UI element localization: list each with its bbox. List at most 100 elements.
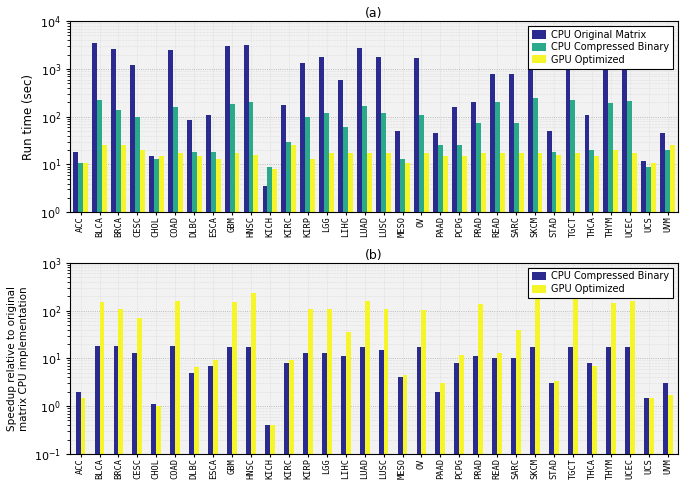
Bar	[433, 133, 438, 486]
Bar	[319, 57, 324, 486]
Y-axis label: Run time (sec): Run time (sec)	[22, 74, 35, 160]
Bar	[211, 152, 216, 486]
Bar	[454, 363, 460, 486]
Bar	[132, 353, 138, 486]
Bar	[566, 48, 571, 486]
Bar	[270, 425, 275, 486]
Bar	[251, 293, 256, 486]
Bar	[249, 103, 253, 486]
Bar	[509, 73, 514, 486]
Bar	[324, 113, 329, 486]
Bar	[452, 107, 457, 486]
Bar	[289, 361, 294, 486]
Bar	[527, 43, 533, 486]
Bar	[641, 161, 646, 486]
Bar	[194, 367, 199, 486]
Bar	[102, 145, 107, 486]
Bar	[438, 145, 443, 486]
Bar	[556, 155, 562, 486]
Bar	[589, 150, 595, 486]
Bar	[156, 406, 161, 486]
Bar	[213, 361, 218, 486]
Bar	[119, 309, 123, 486]
Bar	[340, 356, 346, 486]
Bar	[364, 301, 369, 486]
Bar	[310, 159, 315, 486]
Bar	[329, 154, 334, 486]
Bar	[476, 122, 481, 486]
Bar	[481, 154, 486, 486]
Bar	[286, 142, 291, 486]
Bar	[632, 154, 637, 486]
Bar	[246, 347, 251, 486]
Bar	[358, 48, 362, 486]
Bar	[471, 103, 476, 486]
Bar	[208, 365, 213, 486]
Bar	[478, 304, 483, 486]
Bar	[346, 332, 351, 486]
Bar	[400, 159, 405, 486]
Bar	[573, 292, 578, 486]
Bar	[301, 64, 306, 486]
Bar	[395, 131, 400, 486]
Bar	[516, 330, 521, 486]
Bar	[121, 145, 126, 486]
Bar	[227, 347, 232, 486]
Bar	[322, 353, 327, 486]
Bar	[338, 80, 343, 486]
Bar	[154, 159, 159, 486]
Bar	[460, 354, 464, 486]
Bar	[533, 98, 538, 486]
Bar	[405, 162, 410, 486]
Bar	[244, 45, 249, 486]
Bar	[116, 110, 121, 486]
Bar	[584, 115, 589, 486]
Title: (a): (a)	[365, 7, 383, 20]
Bar	[473, 356, 478, 486]
Bar	[168, 50, 173, 486]
Bar	[514, 122, 519, 486]
Bar	[660, 133, 665, 486]
Bar	[95, 346, 99, 486]
Bar	[135, 117, 140, 486]
Bar	[192, 152, 197, 486]
Bar	[187, 120, 192, 486]
Bar	[403, 375, 408, 486]
Bar	[665, 150, 670, 486]
Bar	[130, 65, 135, 486]
Bar	[138, 318, 142, 486]
Bar	[551, 152, 556, 486]
Bar	[530, 347, 535, 486]
Bar	[587, 363, 592, 486]
Bar	[216, 159, 221, 486]
Bar	[603, 48, 608, 486]
Bar	[497, 353, 502, 486]
Bar	[511, 358, 516, 486]
Bar	[232, 302, 237, 486]
Bar	[327, 309, 332, 486]
Bar	[554, 382, 559, 486]
Bar	[668, 395, 673, 486]
Bar	[189, 373, 194, 486]
Bar	[462, 156, 466, 486]
Bar	[229, 104, 234, 486]
Bar	[644, 398, 649, 486]
Bar	[490, 73, 495, 486]
Bar	[613, 150, 618, 486]
Bar	[234, 154, 240, 486]
Bar	[397, 377, 403, 486]
Bar	[367, 154, 372, 486]
Bar	[308, 309, 313, 486]
Bar	[171, 346, 175, 486]
Bar	[670, 145, 675, 486]
Bar	[568, 347, 573, 486]
Bar	[173, 107, 177, 486]
Bar	[623, 48, 627, 486]
Bar	[97, 100, 102, 486]
Bar	[381, 113, 386, 486]
Bar	[99, 302, 104, 486]
Bar	[159, 156, 164, 486]
Bar	[111, 49, 116, 486]
Bar	[419, 115, 424, 486]
Bar	[376, 57, 381, 486]
